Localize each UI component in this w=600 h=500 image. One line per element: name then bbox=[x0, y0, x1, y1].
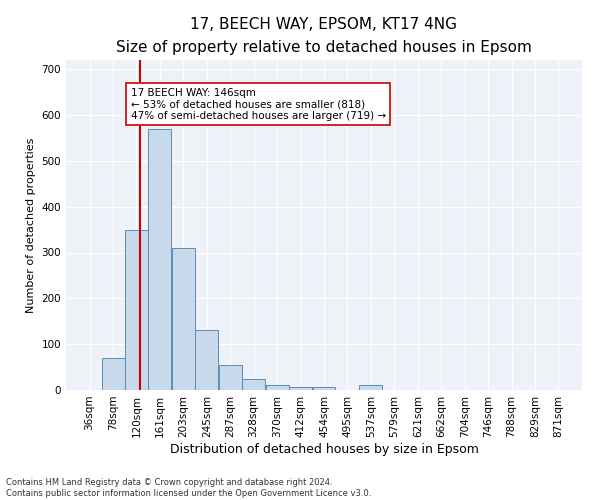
Bar bbox=[196, 330, 218, 390]
Bar bbox=[359, 386, 382, 390]
Bar bbox=[313, 387, 335, 390]
Bar bbox=[242, 378, 265, 390]
X-axis label: Distribution of detached houses by size in Epsom: Distribution of detached houses by size … bbox=[170, 442, 478, 456]
Bar bbox=[125, 230, 148, 390]
Y-axis label: Number of detached properties: Number of detached properties bbox=[26, 138, 36, 312]
Bar bbox=[101, 358, 125, 390]
Title: 17, BEECH WAY, EPSOM, KT17 4NG
Size of property relative to detached houses in E: 17, BEECH WAY, EPSOM, KT17 4NG Size of p… bbox=[116, 18, 532, 54]
Bar bbox=[148, 128, 172, 390]
Bar bbox=[219, 365, 242, 390]
Text: Contains HM Land Registry data © Crown copyright and database right 2024.
Contai: Contains HM Land Registry data © Crown c… bbox=[6, 478, 371, 498]
Text: 17 BEECH WAY: 146sqm
← 53% of detached houses are smaller (818)
47% of semi-deta: 17 BEECH WAY: 146sqm ← 53% of detached h… bbox=[131, 88, 386, 120]
Bar bbox=[289, 387, 312, 390]
Bar bbox=[172, 248, 195, 390]
Bar bbox=[266, 384, 289, 390]
